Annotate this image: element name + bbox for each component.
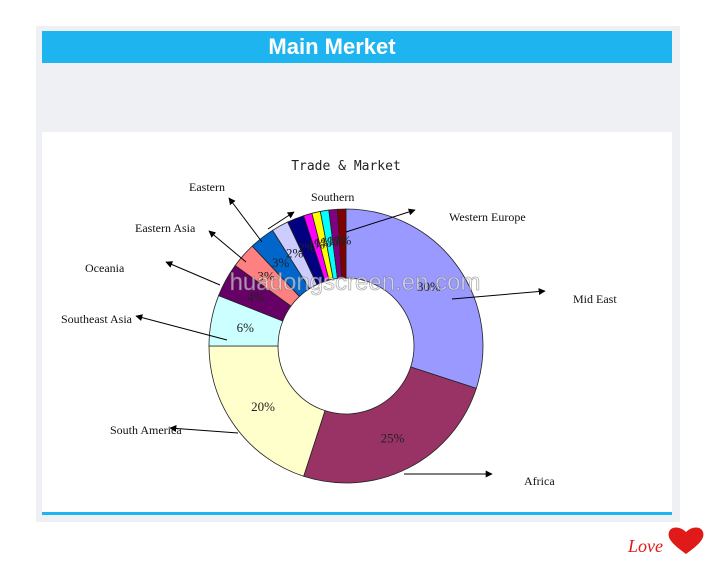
percent-labels: 30%25%20%6%4%3%3%2%2%1%1%1%1%1%: [237, 233, 441, 446]
percent-label: 30%: [417, 279, 441, 294]
callout-arrow: [267, 211, 295, 230]
callout-arrow: [169, 424, 239, 434]
percent-label: 1%: [334, 233, 352, 248]
percent-label: 20%: [251, 399, 275, 414]
love-badge: Love: [627, 527, 704, 556]
percent-label: 1%: [327, 233, 345, 248]
percent-label: 3%: [272, 255, 290, 270]
chart-title: Trade & Market: [291, 159, 401, 174]
slice-western-europe: [336, 208, 347, 279]
callout-arrow: [345, 208, 416, 233]
category-label: Africa: [524, 474, 555, 488]
slice-africa: [303, 366, 477, 484]
divider: [42, 512, 672, 515]
category-label: Mid East: [573, 292, 617, 306]
category-label: Eastern: [189, 180, 225, 194]
category-label: Southern: [311, 190, 354, 204]
watermark: huadongscreen.en.com: [230, 269, 481, 296]
category-label: South America: [110, 423, 182, 437]
category-label: Eastern Asia: [135, 221, 196, 235]
love-text: Love: [627, 536, 663, 556]
slices-group: [208, 208, 484, 484]
percent-label: 1%: [321, 234, 339, 249]
slice-mid-east: [345, 208, 484, 389]
category-label: Western Europe: [449, 210, 526, 224]
percent-label: 1%: [314, 235, 332, 250]
percent-label: 6%: [237, 320, 255, 335]
percent-label: 25%: [381, 430, 405, 445]
percent-label: 4%: [248, 290, 266, 305]
callout-arrow: [228, 197, 263, 243]
callout-arrows: [135, 197, 546, 478]
header-bar: Main Merket: [42, 31, 672, 63]
percent-label: 1%: [308, 237, 326, 252]
category-labels: Mid East Africa South America Southeast Asi…: [61, 180, 617, 488]
category-label: Oceania: [85, 261, 125, 275]
callout-arrow: [208, 230, 247, 263]
callout-arrow: [135, 314, 228, 341]
heart-icon: [668, 527, 704, 554]
percent-label: 2%: [298, 240, 316, 255]
percent-label: 3%: [257, 269, 275, 284]
percent-label: 2%: [286, 246, 304, 261]
callout-arrow: [165, 261, 221, 286]
page-title: Main Merket: [268, 34, 396, 59]
slice-south-america: [208, 345, 326, 477]
callout-arrow: [451, 288, 546, 300]
category-label: Southeast Asia: [61, 312, 133, 326]
